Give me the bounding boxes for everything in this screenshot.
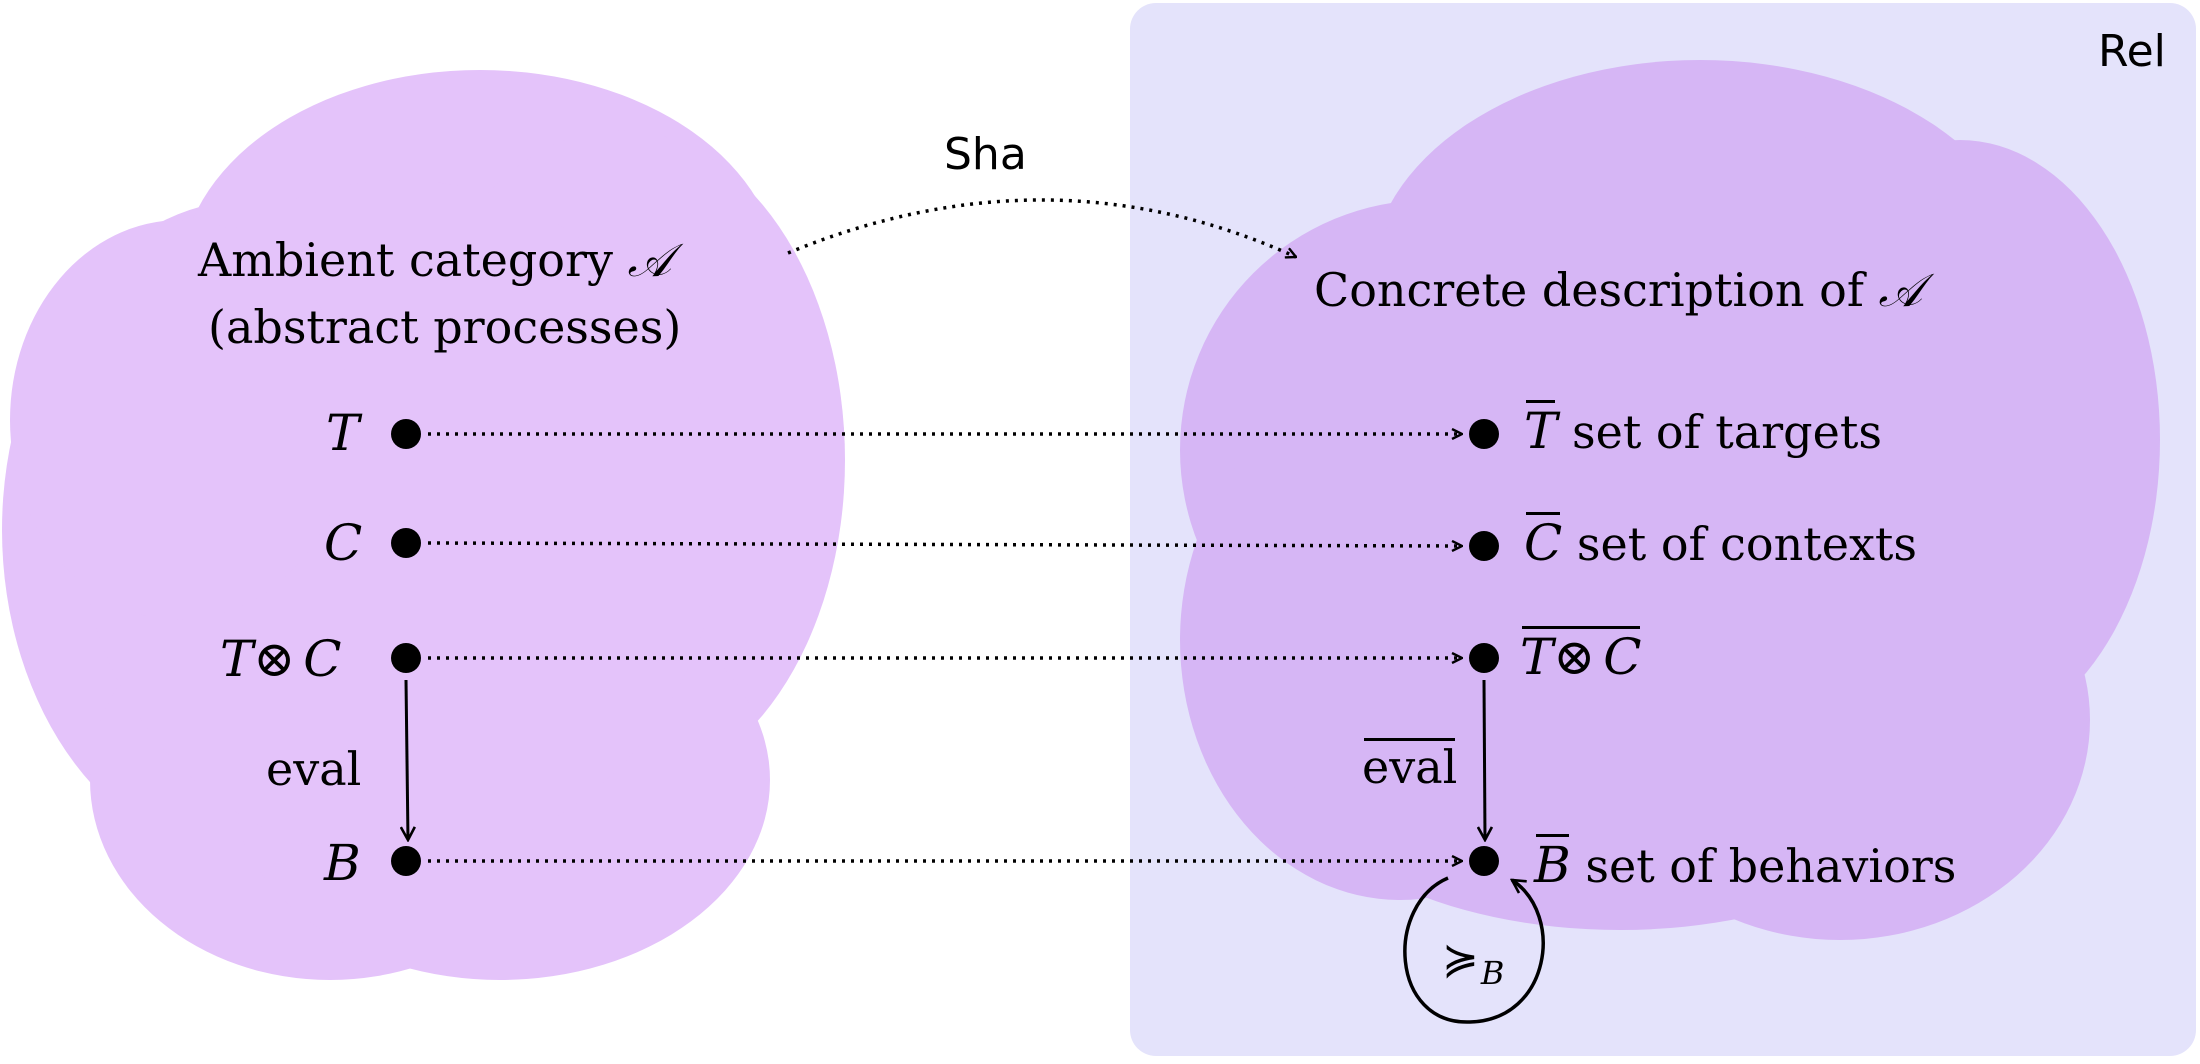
eval-label-right: eval [1362,738,1457,790]
eval-arrow-right [1484,679,1485,840]
concrete-category-symbol: 𝒜 [1878,263,1923,317]
eval-label-left: eval [266,742,362,796]
object-dot-T-right [1469,419,1499,449]
object-TC-left: T⊗ C [220,634,342,684]
right-title-text: Concrete description of [1314,263,1864,317]
preorder-label: ≽B [1442,938,1504,990]
object-C-right: C set of contexts [1524,512,1917,568]
rel-label: Rel [2098,26,2166,77]
C-bar-description: set of contexts [1576,517,1917,571]
right-cloud-title: Concrete description of 𝒜 [1314,267,1922,313]
eval-bar: eval [1362,738,1458,794]
T-bar-symbol: T [1524,400,1558,460]
left-title-text: Ambient category [198,233,613,287]
map-arrow-C [427,543,1462,546]
tc-right-T: T [1520,628,1554,686]
object-B-left: B [324,834,361,892]
left-cloud [2,70,845,980]
preorder-subscript: B [1480,954,1505,992]
tc-right-C: C [1603,628,1642,686]
object-TC-right: T⊗ C [1520,626,1642,682]
object-T-right: T set of targets [1524,400,1882,456]
object-T-left: T [326,404,360,462]
object-dot-C-right [1469,531,1499,561]
ambient-category-symbol: 𝒜 [627,233,672,287]
right-cloud [1180,60,2160,940]
tc-left-T: T [220,630,254,688]
B-bar-description: set of behaviors [1585,839,1957,893]
eval-arrow-left [406,679,408,840]
TC-bar-symbol: T⊗ C [1520,626,1642,682]
object-C-left: C [324,514,363,572]
T-bar-description: set of targets [1571,405,1882,459]
preorder-symbol: ≽ [1442,934,1479,985]
object-dot-TC-left [391,643,421,673]
C-bar-symbol: C [1524,512,1563,572]
object-dot-TC-right [1469,643,1499,673]
object-dot-T-left [391,419,421,449]
left-cloud-subtitle: (abstract processes) [208,300,682,354]
object-dot-C-left [391,528,421,558]
tensor-symbol-left: ⊗ [253,630,296,688]
preorder-loop-arrow [1403,876,1545,1024]
left-cloud-title: Ambient category 𝒜 [198,237,671,283]
sha-label: Sha [944,129,1027,180]
object-dot-B-right [1469,846,1499,876]
tensor-symbol-right: ⊗ [1553,628,1596,686]
tc-left-C: C [303,630,342,688]
object-dot-B-left [391,846,421,876]
B-bar-symbol: B [1534,834,1571,894]
object-B-right: B set of behaviors [1534,834,1956,890]
